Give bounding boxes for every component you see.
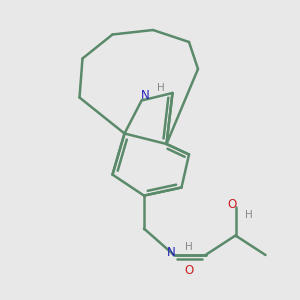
Text: H: H	[184, 242, 192, 252]
Text: O: O	[184, 264, 194, 277]
Text: N: N	[167, 245, 176, 259]
Text: O: O	[227, 198, 236, 211]
Text: N: N	[141, 88, 150, 102]
Text: H: H	[245, 209, 253, 220]
Text: H: H	[157, 83, 165, 93]
